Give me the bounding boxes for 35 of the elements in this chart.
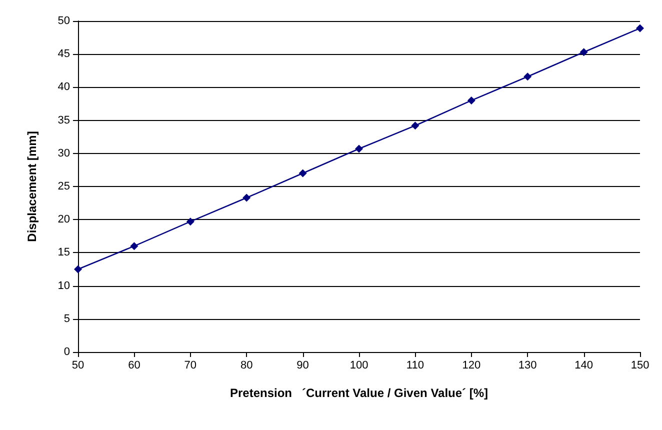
point: [524, 72, 532, 81]
y-tick-label: 0: [64, 346, 70, 358]
y-tick-label: 10: [58, 280, 70, 292]
point: [74, 265, 82, 274]
x-tick-label: 100: [350, 360, 368, 372]
y-tick-label: 40: [58, 81, 70, 94]
x-tick-label: 50: [72, 360, 84, 372]
x-tick-label: 90: [296, 360, 309, 372]
point: [130, 242, 138, 250]
point: [355, 144, 363, 153]
y-tick-label: 20: [58, 214, 70, 226]
x-tick-label: 120: [462, 360, 481, 372]
y-tick-label: 25: [58, 180, 70, 192]
x-tick-label: 70: [184, 360, 197, 372]
x-axis-title: Pretension ´Current Value / Given Value´ [%]: [230, 386, 488, 400]
x-tick-label: 80: [240, 360, 253, 372]
point: [636, 24, 644, 32]
x-tick-label: 140: [574, 360, 593, 372]
y-axis-title: Displacement [mm]: [25, 131, 39, 242]
x-tick-label: 150: [630, 360, 650, 372]
point: [242, 194, 251, 202]
y-tick-label: 50: [58, 15, 70, 27]
point: [467, 96, 476, 104]
y-tick-label: 30: [58, 147, 70, 160]
point: [580, 48, 588, 56]
x-tick-label: 60: [128, 360, 140, 372]
y-tick-label: 15: [58, 246, 70, 259]
x-tick-label: 110: [406, 360, 424, 372]
y-tick-label: 5: [64, 312, 70, 325]
y-tick-label: 45: [58, 48, 70, 60]
x-tick-label: 130: [518, 360, 537, 372]
point: [298, 169, 307, 178]
y-tick-label: 35: [58, 114, 70, 126]
point: [411, 122, 420, 130]
point: [186, 218, 194, 226]
